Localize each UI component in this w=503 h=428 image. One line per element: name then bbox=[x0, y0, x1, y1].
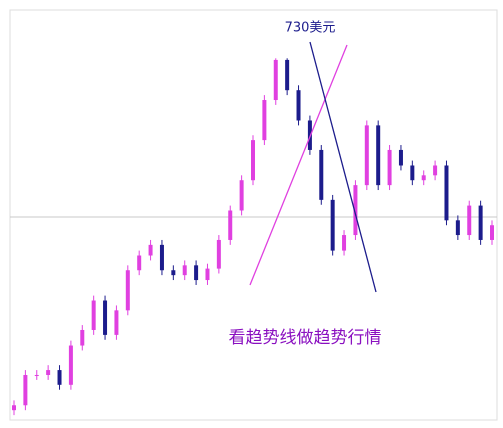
peak-annotation: 730美元 bbox=[285, 21, 336, 36]
candle-body bbox=[103, 300, 108, 335]
candle-body bbox=[353, 185, 358, 236]
candle-body bbox=[421, 175, 426, 181]
candle-body bbox=[330, 199, 335, 251]
candle-body bbox=[171, 270, 176, 276]
candle-body bbox=[398, 149, 403, 166]
candle-body bbox=[239, 180, 244, 211]
candle-body bbox=[46, 370, 51, 375]
candle-body bbox=[137, 255, 142, 271]
candle-body bbox=[12, 405, 16, 411]
plot-frame bbox=[9, 9, 498, 421]
candle-body bbox=[387, 149, 392, 186]
candle-body bbox=[433, 165, 438, 176]
candle-body bbox=[91, 300, 96, 330]
candle-body bbox=[228, 210, 233, 240]
candle-body bbox=[467, 205, 472, 236]
candle-body bbox=[478, 205, 483, 240]
downtrend-line bbox=[309, 41, 377, 293]
candle-body bbox=[80, 329, 85, 346]
candle-body bbox=[159, 244, 164, 271]
caption-annotation: 看趋势线做趋势行情 bbox=[229, 328, 382, 348]
candle-body bbox=[410, 165, 415, 181]
candle-body bbox=[262, 100, 267, 141]
candle-body bbox=[194, 265, 199, 281]
candle-body bbox=[273, 59, 278, 101]
candle-body bbox=[182, 265, 187, 276]
candle-body bbox=[342, 235, 347, 251]
candle-body bbox=[216, 239, 221, 269]
candle-body bbox=[364, 125, 369, 186]
candle-body bbox=[251, 140, 255, 181]
candle-body bbox=[490, 225, 494, 240]
candle-body bbox=[444, 165, 449, 221]
candle-body bbox=[455, 220, 460, 236]
uptrend-line bbox=[249, 44, 348, 286]
candle-body bbox=[148, 244, 153, 256]
candle-body bbox=[57, 370, 62, 385]
candle-body bbox=[68, 345, 73, 385]
candle-body bbox=[125, 270, 130, 311]
candle-body bbox=[376, 125, 381, 186]
candle-body bbox=[285, 59, 290, 91]
candle-body bbox=[319, 149, 324, 200]
candle-body bbox=[34, 374, 39, 376]
candle-body bbox=[114, 310, 119, 335]
candle-body bbox=[205, 268, 210, 281]
candle-body bbox=[296, 90, 301, 121]
candle-body bbox=[23, 374, 28, 406]
